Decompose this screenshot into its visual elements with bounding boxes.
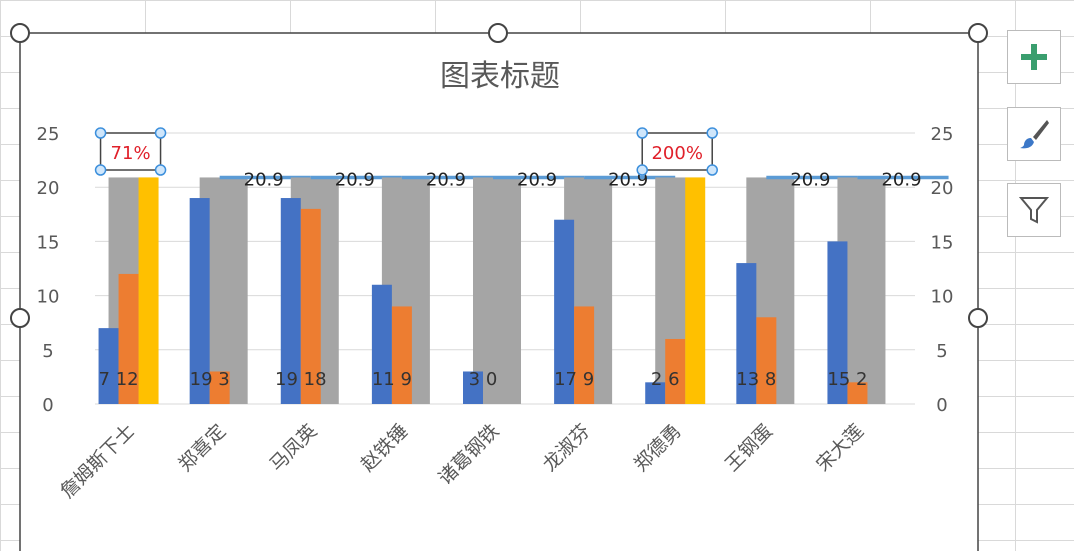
bar (574, 306, 595, 404)
plus-icon (1021, 44, 1047, 70)
gray-bar (473, 177, 521, 404)
bar (209, 371, 230, 404)
bar (280, 198, 301, 404)
bar-data-label: 19 18 (275, 369, 327, 390)
bar (138, 177, 159, 404)
line-data-label: 20.9 (335, 169, 375, 190)
line-data-label: 20.9 (608, 169, 648, 190)
bar-data-label: 15 2 (827, 369, 867, 390)
bar-data-label: 3 0 (469, 369, 498, 390)
bar (118, 273, 139, 404)
bar (736, 263, 757, 404)
label-resize-handle (706, 164, 718, 176)
filter-icon (1019, 197, 1049, 224)
y2-tick-label: 25 (931, 124, 954, 145)
label-resize-handle (154, 127, 167, 139)
label-resize-handle (636, 164, 648, 176)
y2-tick-label: 5 (936, 341, 947, 362)
bar (827, 241, 848, 404)
chart-resize-handle[interactable] (10, 308, 30, 328)
bar (300, 208, 321, 404)
chart-title[interactable]: 图表标题 (440, 59, 560, 94)
y2-tick-label: 0 (936, 395, 947, 416)
bar (391, 306, 412, 404)
label-resize-handle (706, 127, 718, 139)
y2-tick-label: 15 (931, 232, 954, 253)
chart-resize-handle[interactable] (968, 23, 988, 43)
bar-data-label: 17 9 (554, 369, 594, 390)
bar (847, 382, 868, 404)
label-resize-handle (154, 164, 167, 176)
line-data-label: 20.9 (426, 169, 466, 190)
line-data-label: 20.9 (790, 169, 830, 190)
chart-resize-handle[interactable] (488, 23, 508, 43)
line-data-label: 20.9 (244, 169, 284, 190)
chart-elements-button[interactable] (1007, 30, 1061, 84)
chart-resize-handle[interactable] (10, 23, 30, 43)
bar-data-label: 2 6 (651, 369, 680, 390)
chart-resize-handle[interactable] (968, 308, 988, 328)
y2-tick-label: 10 (931, 287, 954, 308)
brush-icon (1020, 120, 1049, 149)
bar-data-label: 19 3 (190, 369, 230, 390)
y-tick-label: 20 (37, 178, 60, 199)
label-resize-handle (94, 127, 107, 139)
label-resize-handle (94, 164, 107, 176)
y-tick-label: 25 (37, 124, 60, 145)
chart-filters-button[interactable] (1007, 183, 1061, 237)
bar-data-label: 7 12 (99, 369, 139, 390)
y-tick-label: 5 (42, 341, 53, 362)
callout-box (641, 132, 713, 171)
line-data-label: 20.9 (517, 169, 557, 190)
bar (665, 338, 686, 404)
y-tick-label: 0 (42, 395, 53, 416)
bar-data-label: 13 8 (736, 369, 776, 390)
bar (98, 328, 119, 404)
line-data-label: 20.9 (881, 169, 921, 190)
y2-tick-label: 20 (931, 178, 954, 199)
chart-styles-button[interactable] (1007, 107, 1061, 161)
y-tick-label: 15 (37, 232, 60, 253)
label-resize-handle (636, 127, 648, 139)
callout-label: 71% (111, 143, 151, 164)
bar-data-label: 11 9 (372, 369, 412, 390)
callout-box (99, 132, 162, 171)
bar (189, 198, 210, 404)
bar (371, 284, 392, 404)
callout-label: 200% (651, 143, 702, 164)
bar (645, 382, 666, 404)
bar (685, 177, 706, 404)
bar (756, 317, 777, 404)
y-tick-label: 10 (37, 287, 60, 308)
bar (463, 371, 483, 404)
bar (554, 219, 575, 404)
